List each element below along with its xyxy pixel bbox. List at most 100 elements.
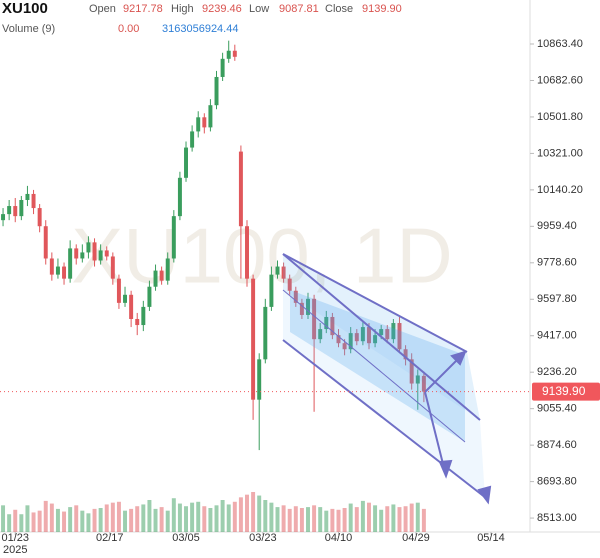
candle-body xyxy=(421,375,426,392)
candle-body xyxy=(25,193,30,200)
candle-body xyxy=(129,294,134,319)
volume-bar xyxy=(367,502,371,532)
volume-bar xyxy=(336,509,341,532)
candle-body xyxy=(74,248,79,259)
volume-bar xyxy=(354,507,359,532)
volume-bar xyxy=(43,500,48,532)
candle-body xyxy=(49,258,54,275)
volume-bar xyxy=(421,508,426,532)
channel-fill xyxy=(290,290,465,442)
volume-bar xyxy=(379,509,384,532)
volume-bar xyxy=(324,510,329,532)
candle-body xyxy=(68,248,73,279)
trend-line xyxy=(282,339,487,499)
candle-body xyxy=(214,76,219,106)
x-tick-label: 03/23 xyxy=(249,532,277,544)
volume-bar xyxy=(220,500,225,532)
volume-bar xyxy=(251,492,256,532)
x-tick-label: 04/29 xyxy=(402,532,430,544)
trend-line xyxy=(282,253,468,353)
candle-body xyxy=(373,335,378,344)
volume-bar xyxy=(68,507,73,532)
volume-bar xyxy=(74,505,79,532)
candle-body xyxy=(348,333,353,350)
candle-body xyxy=(141,306,146,326)
volume-bar xyxy=(153,508,158,532)
channel-drawing xyxy=(282,253,492,505)
volume-bar xyxy=(86,513,91,532)
y-tick-label: 10140.20 xyxy=(537,184,583,196)
volume-bar xyxy=(159,507,164,532)
candle-body xyxy=(153,270,158,287)
y-tick-label: 9778.60 xyxy=(537,257,577,269)
volume-bar xyxy=(245,494,249,532)
ohlc-value: 9087.81 xyxy=(279,3,319,15)
candle-body xyxy=(226,50,231,59)
volume-bar xyxy=(202,506,207,532)
watermark: XU100, 1D xyxy=(71,212,453,300)
volume-bar xyxy=(330,508,335,532)
candle-body xyxy=(171,216,176,259)
volume-bar xyxy=(104,504,109,532)
volume-bar xyxy=(275,507,280,532)
volume-bar xyxy=(49,503,54,532)
candle-body xyxy=(220,58,225,77)
candle-body xyxy=(391,323,396,340)
y-tick-label: 10682.60 xyxy=(537,74,583,86)
candle-body xyxy=(306,298,310,315)
candle-body xyxy=(275,266,280,275)
candle-body xyxy=(1,214,6,221)
candle-body xyxy=(397,323,402,350)
candle-body xyxy=(409,359,414,384)
y-tick-label: 9236.20 xyxy=(537,366,577,378)
candle-body xyxy=(263,306,268,360)
volume-bar xyxy=(98,508,103,532)
candle-body xyxy=(104,250,109,257)
candle-body xyxy=(379,329,384,336)
volume-bar xyxy=(147,500,152,532)
ohlc-label: High xyxy=(171,3,194,15)
candle-body xyxy=(116,278,121,303)
y-tick-label: 10863.40 xyxy=(537,38,583,50)
y-tick-label: 10321.00 xyxy=(537,147,583,159)
volume-bar xyxy=(232,501,237,532)
volume-bar xyxy=(391,504,396,532)
y-tick-label: 9959.40 xyxy=(537,220,577,232)
candle-body xyxy=(55,266,60,275)
volume-bar xyxy=(287,508,292,532)
volume-bar xyxy=(190,502,195,532)
candle-body xyxy=(354,333,359,342)
volume-bar xyxy=(409,503,414,532)
arrow-head xyxy=(477,485,492,505)
candle-body xyxy=(147,286,152,307)
volume-bar xyxy=(306,507,310,532)
candle-body xyxy=(98,250,103,261)
volume-bar xyxy=(31,512,36,532)
last-price-label: 9139.90 xyxy=(542,384,586,398)
volume-bar xyxy=(403,506,408,532)
volume-bar xyxy=(141,504,146,532)
volume-bar xyxy=(135,506,140,532)
x-tick-label: 03/05 xyxy=(172,532,200,544)
candle-body xyxy=(177,177,182,217)
volume-bar xyxy=(281,505,286,532)
y-tick-label: 8513.00 xyxy=(537,512,577,524)
x-tick-label: 02/17 xyxy=(96,532,124,544)
volume-bar xyxy=(123,510,128,532)
ohlc-value: 9217.78 xyxy=(123,3,163,15)
volume-bar xyxy=(226,504,231,532)
candle-body xyxy=(293,290,298,303)
candle-body xyxy=(110,256,115,279)
candle-body xyxy=(281,266,286,279)
volume-bar xyxy=(55,508,60,532)
symbol: XU100 xyxy=(2,0,48,17)
candle-body xyxy=(123,294,128,303)
volume-bar xyxy=(342,508,347,532)
candle-body xyxy=(196,117,201,132)
candle-body xyxy=(80,252,85,259)
channel-fill xyxy=(283,290,485,498)
candle-body xyxy=(360,327,365,342)
volume-name: Volume (9) xyxy=(2,23,55,35)
volume-bar xyxy=(110,502,115,532)
